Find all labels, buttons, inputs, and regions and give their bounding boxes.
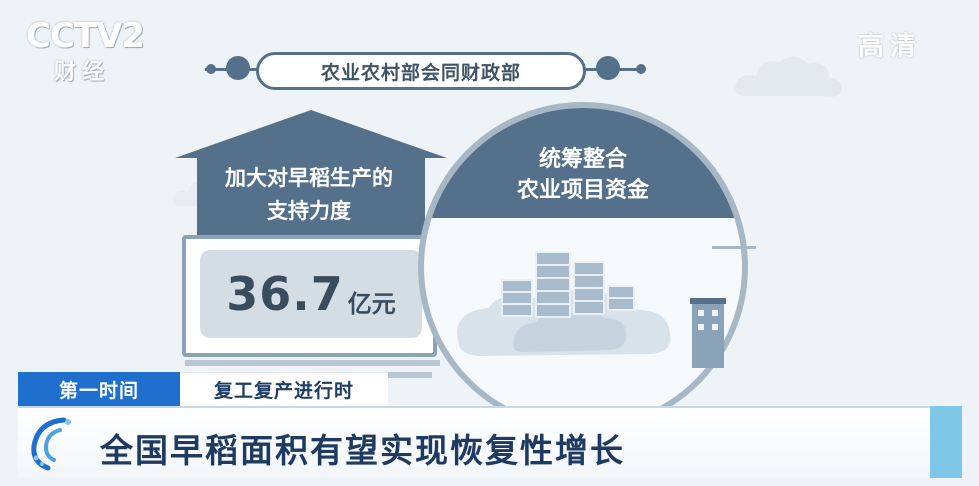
funding-title-line1: 统筹整合 (538, 147, 627, 172)
banner-title-box: 农业农村部会同财政部 (256, 52, 586, 90)
circle-header (424, 108, 742, 218)
banner-title: 农业农村部会同财政部 (320, 61, 521, 84)
segment-tag: 复工复产进行时 (180, 372, 388, 406)
banner-dot (636, 64, 646, 74)
support-heading-line2: 支持力度 (267, 199, 351, 223)
data-stack-icon (457, 251, 671, 356)
banner-dot (226, 56, 250, 80)
banner-dot (596, 56, 620, 80)
amount-box: 36.7 亿元 (200, 250, 422, 338)
support-heading-line1: 加大对早稻生产的 (225, 166, 393, 190)
circle-tick (712, 246, 756, 249)
building-icon (690, 298, 726, 368)
support-heading: 加大对早稻生产的 支持力度 (200, 162, 418, 228)
channel-logo-text: CCTV2 (26, 16, 145, 56)
headline: 全国早稻面积有望实现恢复性增长 (100, 431, 625, 470)
amount-value: 36.7 (226, 267, 344, 321)
headline-bar (18, 406, 962, 478)
channel-logo-subtitle: 财经 (54, 60, 111, 85)
floor-stripe (185, 360, 440, 366)
hd-quality-badge: 高清 (858, 32, 923, 62)
funding-title-line2: 农业项目资金 (516, 178, 649, 203)
funding-title: 统筹整合 农业项目资金 (438, 144, 728, 206)
funding-circle (418, 102, 748, 432)
cloud-icon (735, 56, 842, 97)
program-tag: 第一时间 (18, 372, 180, 406)
amount-unit: 亿元 (347, 289, 396, 318)
channel-swirl-icon (31, 417, 71, 471)
banner-dot (206, 64, 216, 74)
headline-accent (930, 406, 962, 478)
channel-logo: CCTV2 财经 (18, 14, 168, 85)
up-arrow-icon (175, 110, 447, 238)
